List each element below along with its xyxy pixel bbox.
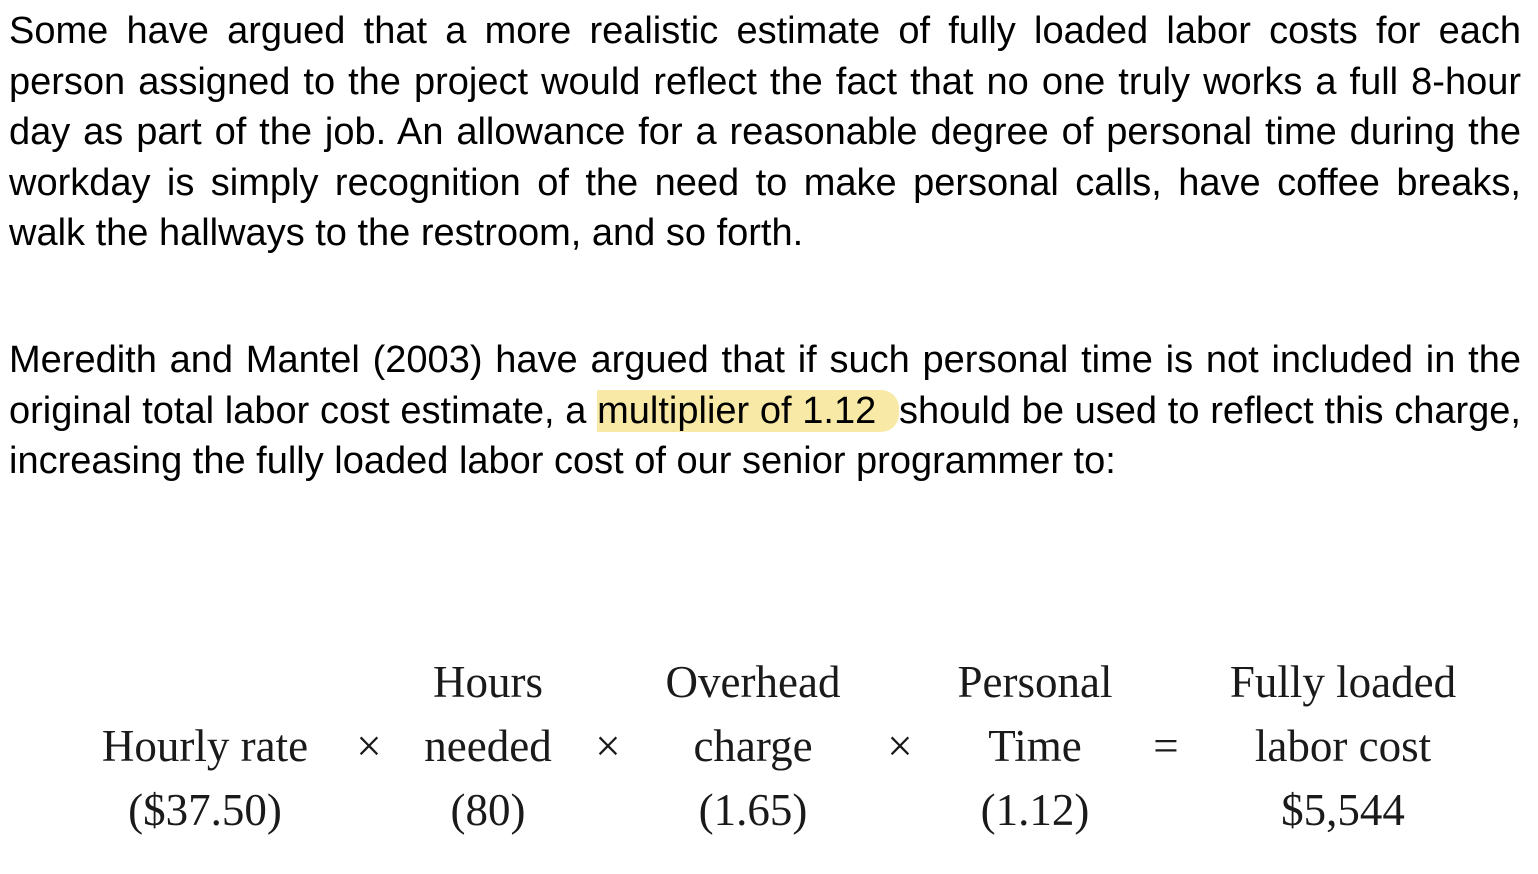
overhead-value: (1.65)	[698, 785, 808, 835]
overhead-label-top: Overhead	[665, 657, 841, 707]
equals-sign: =	[1153, 721, 1179, 771]
labor-cost-formula: Hourly rate ($37.50) × Hours needed (80)…	[0, 650, 1538, 850]
fully-loaded-value: $5,544	[1281, 785, 1405, 835]
fully-loaded-label-top: Fully loaded	[1229, 657, 1457, 707]
personal-time-label-top: Personal	[957, 657, 1113, 707]
hourly-rate-label: Hourly rate	[101, 721, 309, 771]
formula-hours-needed: Hours needed (80)	[408, 650, 568, 842]
times-sign: ×	[887, 721, 913, 771]
formula-hourly-rate: Hourly rate ($37.50)	[85, 650, 325, 842]
hours-needed-label: needed	[424, 721, 552, 771]
paragraph-personal-time: Some have argued that a more realistic e…	[9, 10, 1521, 254]
personal-time-label: Time	[988, 721, 1082, 771]
fully-loaded-label: labor cost	[1254, 721, 1432, 771]
personal-time-value: (1.12)	[980, 785, 1090, 835]
formula-spacer	[85, 650, 325, 714]
overhead-label: charge	[693, 721, 813, 771]
paragraph-multiplier: Meredith and Mantel (2003) have argued t…	[9, 335, 1521, 487]
formula-fully-loaded: Fully loaded labor cost $5,544	[1208, 650, 1478, 842]
times-sign: ×	[595, 721, 621, 771]
hours-needed-label-top: Hours	[433, 657, 543, 707]
hourly-rate-value: ($37.50)	[128, 785, 282, 835]
formula-overhead-charge: Overhead charge (1.65)	[643, 650, 863, 842]
paragraph-multiplier-after: should be used to reflect this charge, i…	[9, 389, 1521, 483]
paragraph-multiplier-before: Meredith and Mantel (2003) have argued t…	[9, 339, 1521, 432]
hours-needed-value: (80)	[450, 785, 526, 835]
highlighted-multiplier: multiplier of 1.12	[597, 389, 899, 432]
times-sign: ×	[356, 721, 382, 771]
formula-personal-time: Personal Time (1.12)	[935, 650, 1135, 842]
